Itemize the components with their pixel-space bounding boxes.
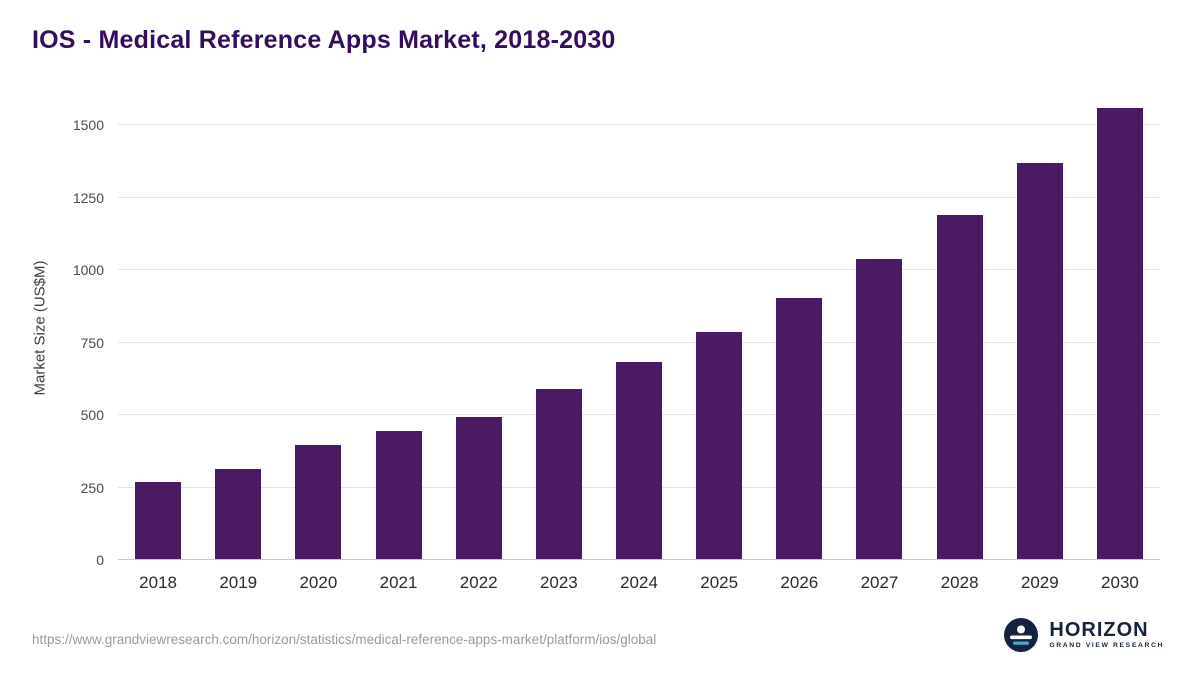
brand-name: HORIZON	[1049, 619, 1149, 642]
y-tick-label: 1250	[72, 189, 104, 206]
x-tick-label: 2019	[219, 573, 258, 592]
bar	[375, 430, 422, 560]
plot-area: 2018 2019 2020 2021 2022 2023 2024 2025 2026 2027…	[73, 96, 1160, 592]
bar-column: 2023	[519, 96, 599, 592]
x-tick-label: 2027	[860, 573, 899, 592]
bar-column: 2020	[278, 96, 358, 592]
y-tick-label: 250	[80, 479, 104, 496]
x-axis-line	[118, 559, 1160, 560]
x-tick-label: 2030	[1101, 573, 1139, 592]
bar	[215, 468, 262, 560]
bar-column: 2019	[198, 96, 278, 592]
brand-text: HORIZON GRAND VIEW RESEARCH	[1049, 620, 1164, 650]
x-tick-label: 2020	[299, 573, 338, 592]
bar	[535, 388, 582, 560]
bar	[135, 481, 182, 560]
y-tick-label: 0	[96, 552, 104, 568]
bar-column: 2030	[1080, 96, 1160, 592]
source-url: https://www.grandviewresearch.com/horizo…	[32, 632, 657, 647]
bar-series: 2018 2019 2020 2021 2022 2023 2024 2025 2026 2027…	[118, 96, 1160, 592]
bar	[616, 362, 663, 560]
x-tick-label: 2024	[620, 573, 658, 592]
bar-column: 2021	[358, 96, 438, 592]
x-tick-label: 2022	[459, 573, 498, 592]
x-tick-label: 2023	[539, 573, 578, 592]
x-tick-label: 2028	[940, 573, 979, 592]
chart-title: IOS - Medical Reference Apps Market, 201…	[32, 26, 616, 54]
y-tick-label: 1500	[72, 117, 104, 133]
bar-column: 2018	[118, 96, 198, 592]
bar-column: 2029	[1000, 96, 1080, 592]
y-axis-label: Market Size (US$M)	[31, 260, 49, 396]
bar-column: 2028	[920, 96, 1000, 592]
gridline	[118, 196, 1160, 198]
brand-subtitle: GRAND VIEW RESEARCH	[1049, 642, 1164, 650]
x-tick-label: 2029	[1020, 573, 1059, 592]
bar-column: 2022	[439, 96, 519, 592]
bar	[455, 417, 502, 560]
gridline	[118, 269, 1160, 270]
bar	[936, 214, 983, 560]
horizon-logo-icon	[1003, 617, 1039, 653]
gridline	[118, 341, 1160, 343]
bar-column: 2027	[839, 96, 919, 592]
bar	[856, 259, 903, 560]
bar	[696, 331, 743, 560]
bar	[1096, 107, 1143, 560]
x-tick-label: 2025	[700, 573, 739, 592]
bar-column: 2024	[599, 96, 679, 592]
x-tick-label: 2018	[139, 573, 177, 592]
y-tick-label: 500	[80, 407, 104, 423]
brand-logo: HORIZON GRAND VIEW RESEARCH	[1003, 617, 1164, 653]
x-tick-label: 2026	[780, 573, 819, 592]
gridline	[118, 124, 1160, 125]
bar	[1016, 163, 1063, 560]
y-tick-label: 750	[80, 334, 104, 351]
bar-column: 2026	[759, 96, 839, 592]
bar	[295, 445, 342, 560]
bar	[776, 297, 823, 560]
bar-column: 2025	[679, 96, 759, 592]
y-tick-label: 1000	[72, 262, 104, 278]
x-tick-label: 2021	[379, 573, 418, 592]
